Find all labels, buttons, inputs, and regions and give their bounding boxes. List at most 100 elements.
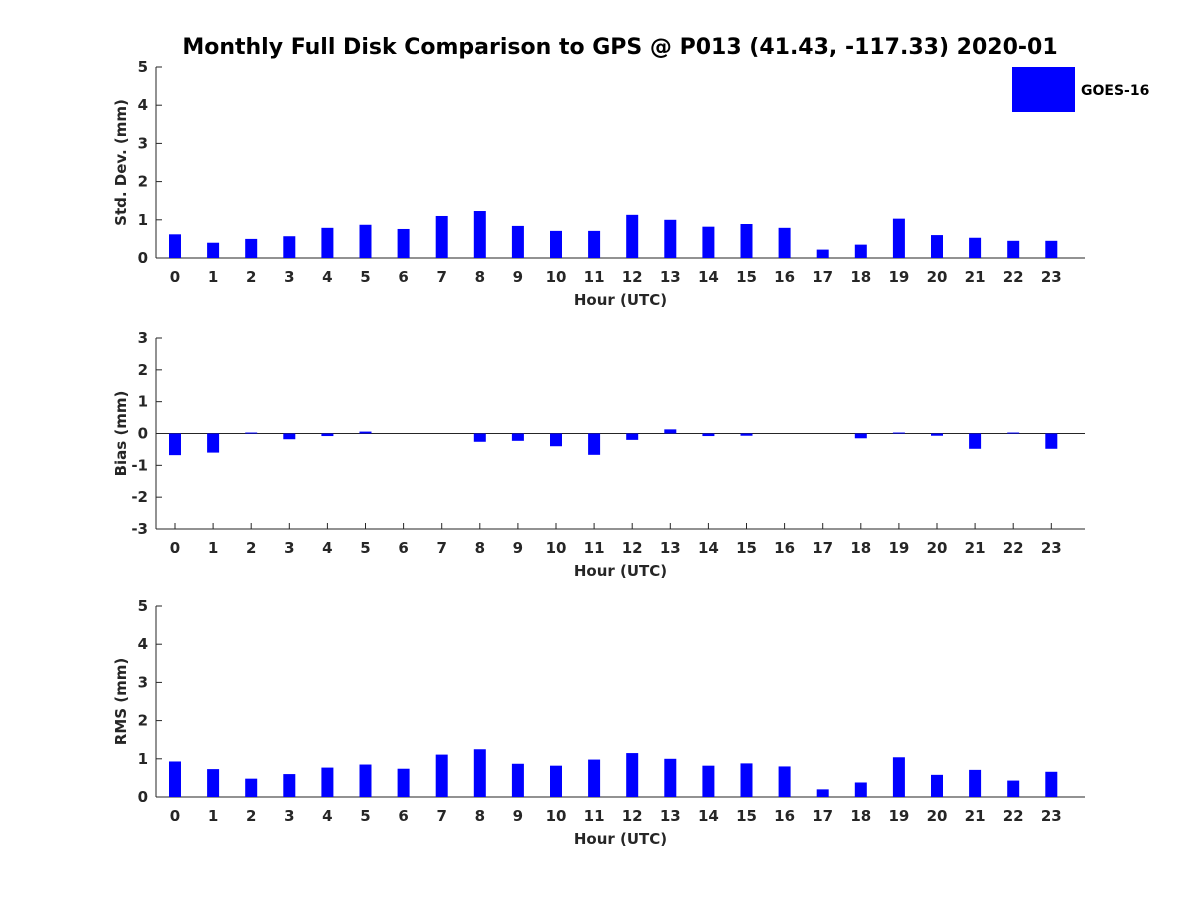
x-tick-label: 12	[622, 268, 643, 286]
x-tick-label: 23	[1041, 807, 1062, 825]
x-tick-label: 23	[1041, 539, 1062, 557]
x-tick-label: 1	[208, 539, 218, 557]
x-tick-label: 18	[850, 807, 871, 825]
y-tick-label: 4	[138, 96, 148, 114]
bar	[1007, 432, 1020, 434]
x-tick-label: 16	[774, 807, 795, 825]
x-tick-label: 4	[322, 268, 332, 286]
y-tick-label: 0	[138, 425, 148, 443]
x-tick-label: 22	[1003, 807, 1024, 825]
bar	[588, 759, 601, 797]
y-tick-label: -2	[131, 488, 148, 506]
x-tick-label: 6	[398, 807, 408, 825]
bar	[588, 433, 601, 455]
x-tick-label: 1	[208, 807, 218, 825]
x-tick-label: 9	[513, 268, 523, 286]
bar	[550, 765, 562, 797]
bar	[854, 244, 867, 258]
bar	[245, 778, 258, 797]
bar	[511, 433, 524, 441]
x-tick-label: 14	[698, 268, 719, 286]
x-tick-label: 11	[584, 268, 605, 286]
bar	[473, 211, 486, 258]
bar	[169, 234, 181, 258]
x-tick-label: 2	[246, 268, 256, 286]
x-tick-label: 20	[927, 539, 948, 557]
bar	[473, 749, 486, 797]
bar	[740, 224, 753, 258]
y-tick-label: 3	[138, 134, 148, 152]
x-tick-label: 0	[170, 539, 180, 557]
x-tick-label: 7	[436, 268, 446, 286]
x-tick-label: 14	[698, 807, 719, 825]
y-tick-label: 2	[138, 712, 148, 730]
bar	[550, 433, 562, 447]
x-tick-label: 22	[1003, 268, 1024, 286]
x-tick-label: 20	[927, 268, 948, 286]
x-tick-label: 6	[398, 268, 408, 286]
bar	[664, 429, 677, 434]
bar	[740, 433, 753, 436]
x-tick-label: 13	[660, 539, 681, 557]
x-tick-label: 21	[965, 539, 986, 557]
bar	[283, 433, 296, 440]
bar	[511, 763, 524, 797]
x-tick-label: 15	[736, 807, 757, 825]
bar	[1007, 240, 1020, 258]
y-tick-label: 4	[138, 635, 148, 653]
x-tick-label: 20	[927, 807, 948, 825]
x-tick-label: 19	[888, 539, 909, 557]
x-tick-label: 16	[774, 539, 795, 557]
bar	[854, 433, 867, 439]
x-tick-label: 11	[584, 539, 605, 557]
x-tick-label: 14	[698, 539, 719, 557]
y-tick-label: 1	[138, 211, 148, 229]
bar	[359, 431, 372, 434]
x-tick-label: 12	[622, 539, 643, 557]
bar	[778, 227, 791, 258]
x-tick-label: 9	[513, 539, 523, 557]
y-tick-label: -3	[131, 520, 148, 538]
y-axis-label: RMS (mm)	[112, 658, 130, 745]
bar	[1045, 240, 1058, 258]
legend-swatch	[1012, 67, 1075, 112]
bar	[969, 769, 982, 797]
x-tick-label: 19	[888, 807, 909, 825]
x-tick-label: 17	[812, 539, 833, 557]
bar	[1045, 433, 1058, 449]
x-axis-label: Hour (UTC)	[574, 562, 667, 580]
bar	[359, 224, 372, 258]
x-tick-label: 13	[660, 268, 681, 286]
y-axis-label: Bias (mm)	[112, 391, 130, 477]
y-tick-label: 3	[138, 673, 148, 691]
x-tick-label: 10	[546, 539, 567, 557]
bar	[435, 754, 448, 797]
x-tick-label: 7	[436, 807, 446, 825]
bar	[588, 230, 601, 258]
bar	[511, 225, 524, 258]
bar	[702, 765, 715, 797]
x-tick-label: 15	[736, 268, 757, 286]
x-tick-label: 17	[812, 268, 833, 286]
bar	[969, 433, 982, 449]
y-tick-label: 1	[138, 393, 148, 411]
x-tick-label: 15	[736, 539, 757, 557]
chart-title: Monthly Full Disk Comparison to GPS @ P0…	[182, 35, 1057, 60]
x-tick-label: 8	[475, 539, 485, 557]
bar	[740, 763, 753, 797]
y-tick-label: 0	[138, 788, 148, 806]
bar	[664, 758, 677, 797]
x-tick-label: 10	[546, 268, 567, 286]
x-tick-label: 5	[360, 807, 370, 825]
bar	[245, 238, 258, 258]
x-tick-label: 19	[888, 268, 909, 286]
legend-label: GOES-16	[1081, 83, 1149, 99]
bar	[816, 249, 829, 258]
bar	[169, 761, 181, 797]
bar	[207, 433, 220, 453]
bar	[969, 237, 982, 258]
y-tick-label: 3	[138, 329, 148, 347]
bar	[397, 768, 410, 797]
